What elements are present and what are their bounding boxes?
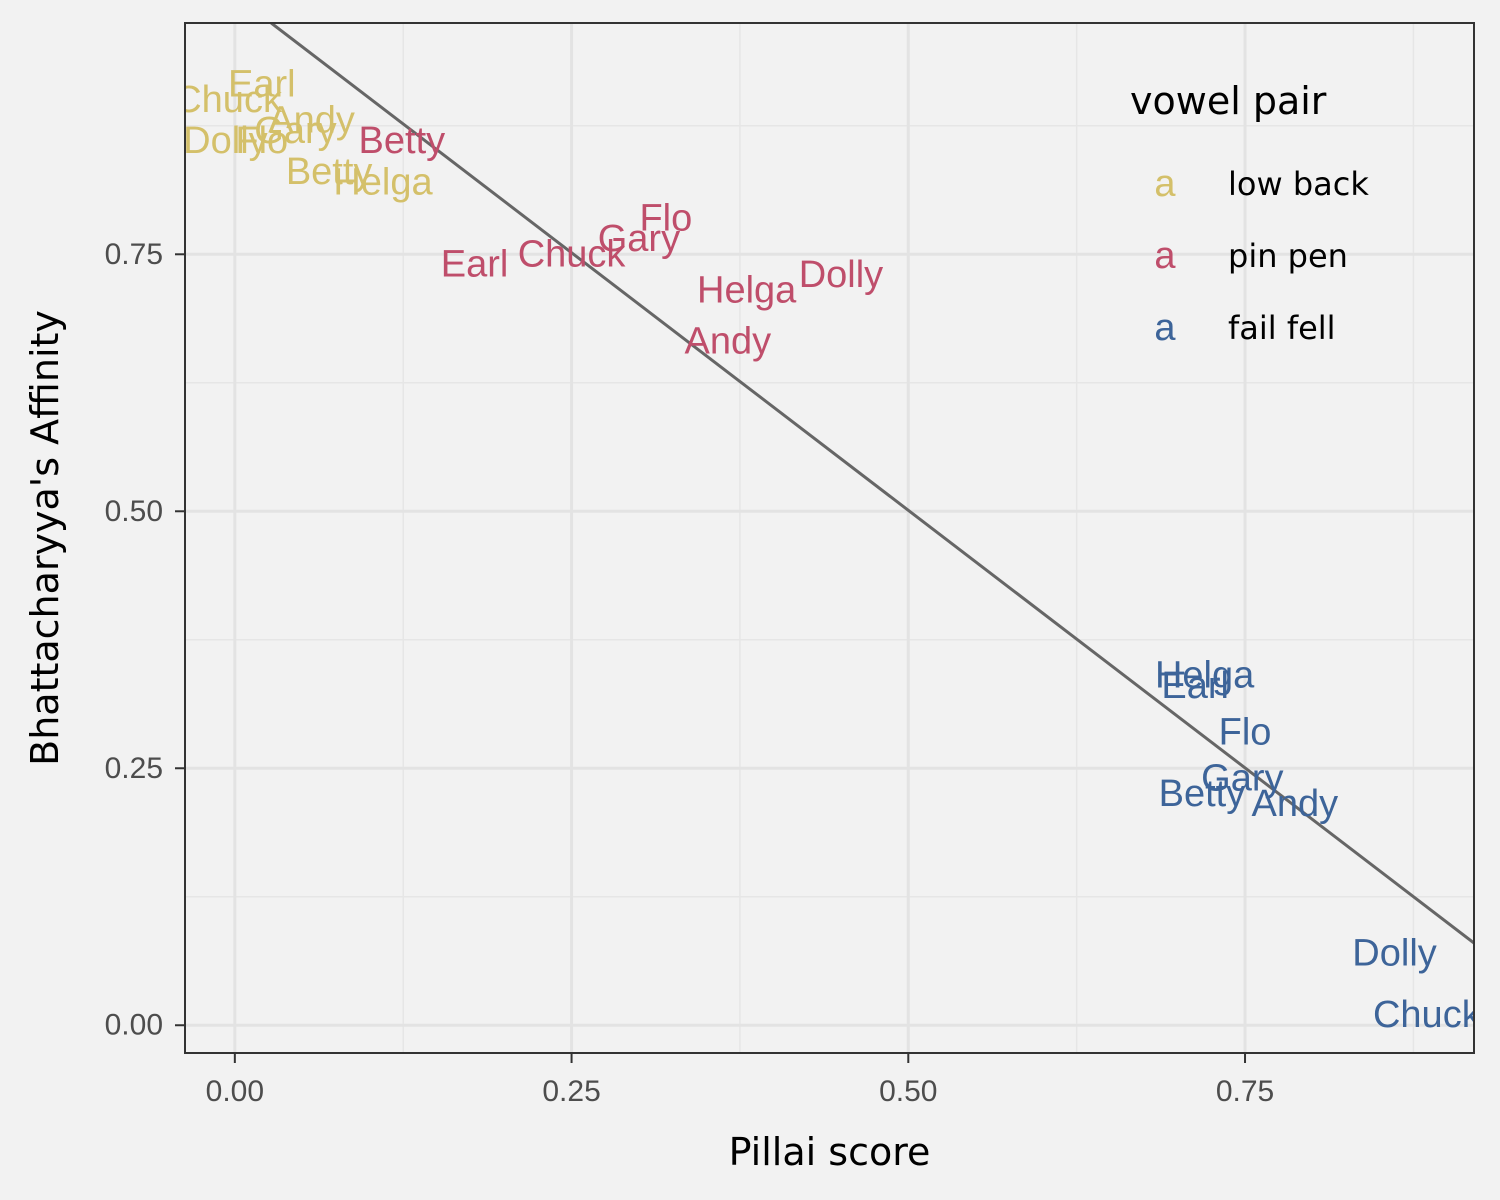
legend-label: fail fell — [1228, 309, 1336, 347]
point-label: Earl — [441, 244, 509, 286]
point-label: Gary — [1201, 758, 1283, 800]
legend-title: vowel pair — [1130, 79, 1327, 123]
x-tick-label: 0.50 — [879, 1075, 937, 1108]
point-labels: EarlChuckAndyGaryDollyFloBettyHelgaBetty… — [174, 64, 1482, 1036]
point-label: Andy — [684, 321, 771, 363]
plot-panel — [185, 23, 1474, 1053]
point-label: Helga — [333, 161, 433, 203]
point-label: Dolly — [183, 120, 267, 162]
legend-items: a low back a pin pen a fail fell — [1154, 163, 1369, 349]
point-label: Betty — [286, 151, 373, 193]
y-tick-label: 0.50 — [105, 495, 163, 528]
point-label: Flo — [235, 120, 288, 162]
point-label: Gary — [598, 218, 680, 260]
point-label: Dolly — [799, 254, 883, 296]
x-axis-title: Pillai score — [729, 1130, 931, 1174]
point-label: Betty — [1159, 773, 1246, 815]
legend-key-glyph: a — [1154, 163, 1176, 205]
legend-key-glyph: a — [1154, 307, 1176, 349]
point-label: Andy — [1252, 783, 1339, 825]
point-label: Chuck — [518, 233, 627, 275]
y-axis: 0.00 0.25 0.50 0.75 — [105, 238, 185, 1042]
point-label: Chuck — [174, 79, 283, 121]
point-label: Gary — [254, 110, 336, 152]
point-label: Flo — [1219, 711, 1272, 753]
y-tick-label: 0.75 — [105, 238, 163, 271]
y-axis-title: Bhattacharyya's Affinity — [23, 310, 67, 766]
x-tick-label: 0.75 — [1216, 1075, 1274, 1108]
point-label: Earl — [1161, 665, 1229, 707]
minor-gridlines — [185, 23, 1474, 1053]
point-label: Chuck — [1373, 994, 1482, 1036]
trend-line — [270, 23, 1474, 945]
point-label: Betty — [359, 120, 446, 162]
point-label: Andy — [268, 100, 355, 142]
major-gridlines — [185, 23, 1474, 1053]
trend-line-group — [270, 23, 1474, 945]
legend: vowel pair a low back a pin pen a fail fell — [1130, 79, 1369, 349]
point-label: Helga — [697, 269, 797, 311]
legend-key-glyph: a — [1154, 235, 1176, 277]
plot-border — [184, 22, 1475, 1054]
x-tick-label: 0.00 — [206, 1075, 264, 1108]
point-label: Flo — [639, 197, 692, 239]
point-label: Helga — [1155, 655, 1255, 697]
x-tick-label: 0.25 — [542, 1075, 600, 1108]
y-tick-label: 0.25 — [105, 752, 163, 785]
x-axis: 0.00 0.25 0.50 0.75 — [206, 1053, 1274, 1108]
legend-label: pin pen — [1228, 237, 1348, 275]
point-label: Earl — [228, 64, 296, 106]
legend-label: low back — [1228, 165, 1369, 203]
y-tick-label: 0.00 — [105, 1009, 163, 1042]
point-label: Dolly — [1352, 932, 1436, 974]
